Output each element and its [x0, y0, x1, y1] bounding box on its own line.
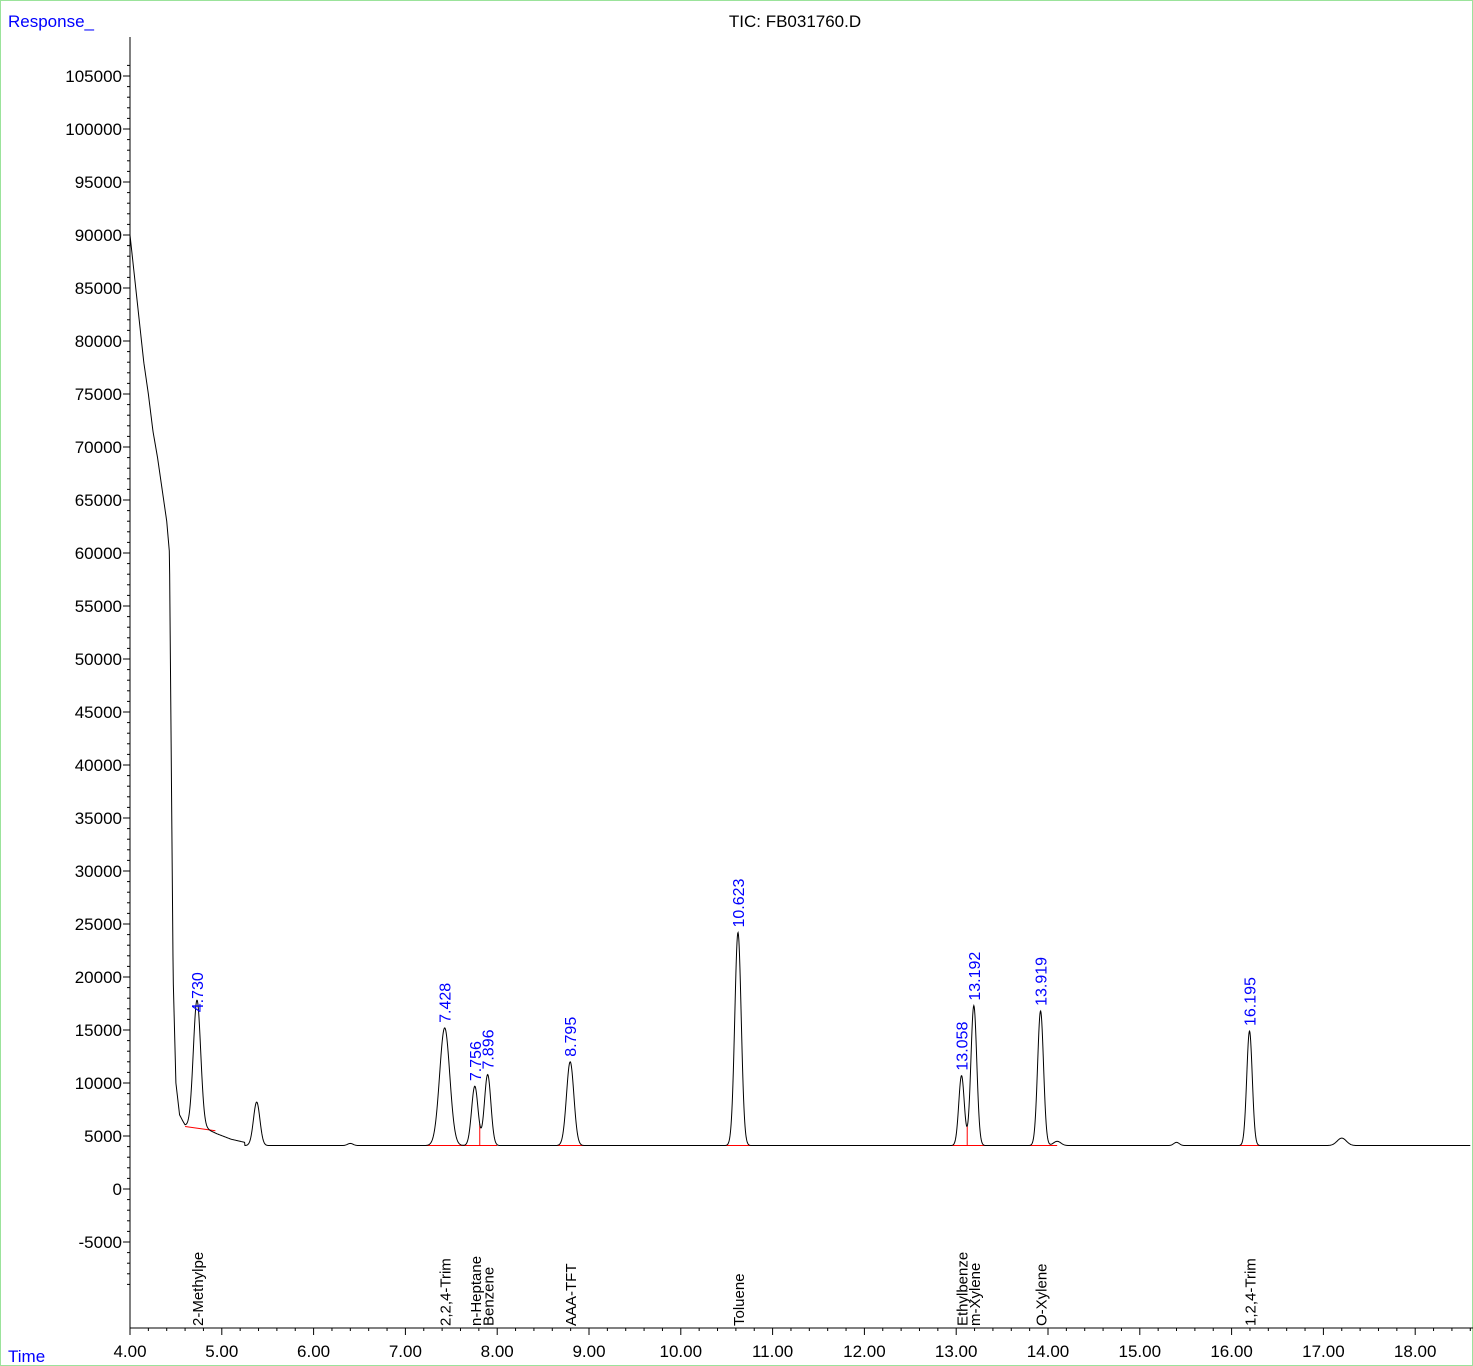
compound-label: 2-Methylpe	[190, 1252, 207, 1326]
y-tick-label: 0	[113, 1180, 122, 1199]
y-tick-label: -5000	[79, 1233, 122, 1252]
integration-baselines	[185, 1124, 1269, 1147]
compound-label: 2,2,4-Trim	[438, 1258, 455, 1326]
x-tick-label: 8.00	[481, 1342, 514, 1361]
x-tick-label: 14.00	[1027, 1342, 1070, 1361]
peak-rt-label: 7.756	[468, 1041, 485, 1081]
trace	[129, 234, 1471, 1147]
y-tick-label: 75000	[75, 385, 122, 404]
x-tick-label: 10.00	[660, 1342, 703, 1361]
peak-rt-label: 7.428	[438, 983, 455, 1023]
x-tick-label: 12.00	[843, 1342, 886, 1361]
peak-rt-label: 7.896	[481, 1029, 498, 1069]
y-tick-label: 50000	[75, 650, 122, 669]
chart-title: TIC: FB031760.D	[729, 12, 861, 31]
x-tick-label: 15.00	[1119, 1342, 1162, 1361]
y-tick-label: 85000	[75, 279, 122, 298]
integration-baseline	[185, 1125, 216, 1132]
x-tick-label: 11.00	[752, 1342, 793, 1361]
compound-label: Ethylbenze	[955, 1252, 972, 1326]
y-tick-label: 45000	[75, 703, 122, 722]
y-tick-label: 40000	[75, 756, 122, 775]
y-tick-label: 20000	[75, 968, 122, 987]
y-tick-label: 90000	[75, 226, 122, 245]
peak-rt-label: 13.919	[1034, 957, 1051, 1006]
y-tick-label: 5000	[84, 1127, 122, 1146]
y-tick-label: 25000	[75, 915, 122, 934]
x-axis-title: Time	[8, 1347, 45, 1366]
compound-label: n-Heptane	[468, 1256, 485, 1326]
axes: -5000 0 5000 10000 15000 20000 25000 30000 35000…	[65, 37, 1473, 1361]
y-tick-label: 60000	[75, 544, 122, 563]
y-tick-label: 70000	[75, 438, 122, 457]
peak-rt-label: 13.192	[967, 952, 984, 1001]
peak-labels: 4.730 2-Methylpe 7.428 2,2,4-Trim 7.756 n-Hep…	[190, 878, 1259, 1326]
peak-rt-label: 10.623	[731, 878, 748, 927]
y-tick-label: 15000	[75, 1021, 122, 1040]
x-tick-label: 5.00	[205, 1342, 238, 1361]
compound-label: Toluene	[731, 1273, 748, 1326]
y-tick-label: 30000	[75, 862, 122, 881]
peak-rt-label: 13.058	[955, 1022, 972, 1071]
y-tick-label: 65000	[75, 491, 122, 510]
tic-trace	[129, 234, 1471, 1147]
y-tick-label: 35000	[75, 809, 122, 828]
x-tick-label: 4.00	[113, 1342, 146, 1361]
compound-label: AAA-TFT	[563, 1264, 580, 1327]
x-tick-label: 17.00	[1302, 1342, 1345, 1361]
x-tick-label: 7.00	[389, 1342, 422, 1361]
y-tick-label: 80000	[75, 332, 122, 351]
y-tick-label: 55000	[75, 597, 122, 616]
compound-label: 1,2,4-Trim	[1243, 1258, 1260, 1326]
peak-rt-label: 4.730	[190, 972, 207, 1012]
peak-rt-label: 16.195	[1243, 977, 1260, 1026]
x-tick-label: 18.00	[1394, 1342, 1437, 1361]
y-axis-title: Response_	[8, 12, 95, 31]
y-tick-label: 105000	[65, 67, 122, 86]
peak-rt-label: 8.795	[563, 1017, 580, 1057]
y-tick-label: 100000	[65, 120, 122, 139]
compound-label: Benzene	[481, 1267, 498, 1326]
x-tick-label: 13.00	[935, 1342, 978, 1361]
y-tick-label: 10000	[75, 1074, 122, 1093]
compound-label: O-Xylene	[1034, 1263, 1051, 1326]
x-tick-label: 9.00	[572, 1342, 605, 1361]
x-tick-label: 16.00	[1210, 1342, 1253, 1361]
y-tick-label: 95000	[75, 173, 122, 192]
x-tick-label: 6.00	[297, 1342, 330, 1361]
compound-label: m-Xylene	[967, 1263, 984, 1326]
